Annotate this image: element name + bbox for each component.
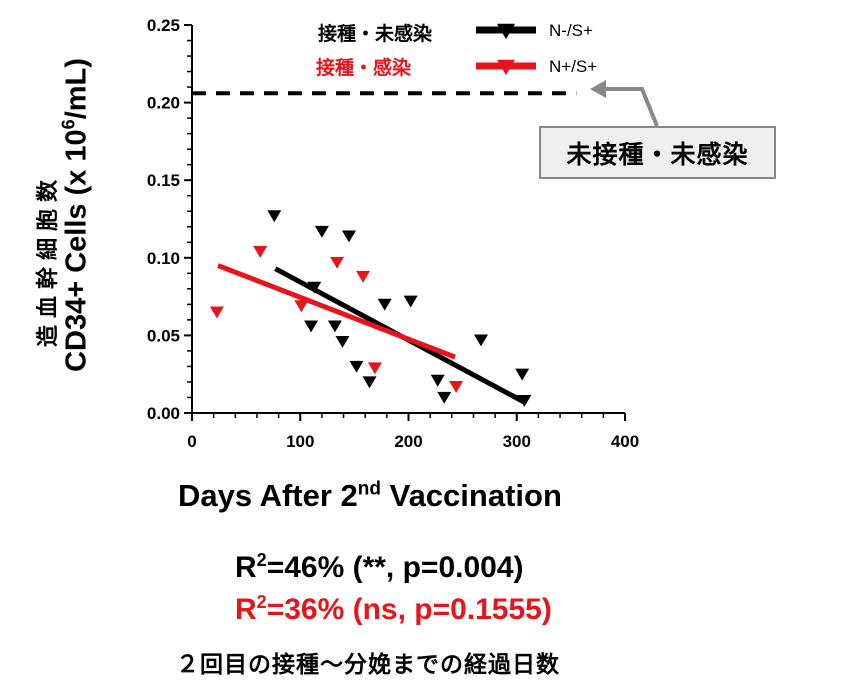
data-point-N-/S+ (403, 295, 418, 308)
data-point-N-/S+ (515, 368, 530, 381)
y-label-end: /mL) (60, 58, 93, 120)
y-tick-label: 0.15 (147, 171, 180, 190)
data-point-N-/S+ (341, 230, 356, 243)
data-point-N-/S+ (335, 336, 350, 348)
legend-marker-N-/S+ (497, 23, 515, 40)
legend-marker-N+/S+ (497, 59, 515, 76)
stat-black: R2=46% (**, p=0.004) (235, 550, 524, 585)
reference-arrowhead (590, 80, 606, 98)
caption: ２回目の接種～分娩までの経過日数 (176, 651, 560, 677)
data-point-N+/S+ (449, 381, 464, 393)
x-label-sup: nd (357, 478, 381, 500)
data-point-N+/S+ (253, 245, 268, 258)
stat-red-r: R (235, 593, 257, 626)
x-tick-label: 300 (503, 432, 531, 451)
x-tick-label: 100 (286, 432, 314, 451)
x-label-end: Vaccination (380, 478, 562, 513)
data-point-N-/S+ (304, 320, 319, 333)
reference-arrow (604, 87, 659, 127)
stat-red-sup: 2 (256, 592, 267, 612)
data-point-N-/S+ (437, 391, 452, 404)
y-label-main: CD34+ Cells (x 10 (60, 129, 93, 372)
data-point-N-/S+ (349, 360, 364, 373)
stat-red: R2=36% (ns, p=0.1555) (235, 592, 552, 627)
stat-red-value: =36% (ns, p=0.1555) (266, 593, 552, 626)
y-tick-label: 0.00 (147, 404, 180, 423)
data-point-N+/S+ (209, 306, 224, 319)
data-point-N-/S+ (430, 374, 445, 387)
data-point-N-/S+ (267, 210, 282, 223)
y-axis-label: CD34+ Cells (x 106/mL) (59, 58, 94, 372)
fit-line-N+/S+ (217, 263, 456, 360)
data-point-N+/S+ (294, 300, 309, 313)
stat-black-r: R (235, 551, 257, 584)
legend-label-jp-black: 接種・未感染 (318, 24, 433, 45)
x-axis-label: Days After 2nd Vaccination (178, 478, 562, 514)
data-point-N+/S+ (330, 256, 345, 269)
legend-label-jp-red: 接種・感染 (316, 58, 412, 79)
y-axis-label-jp: 造血幹細胞数 (35, 172, 60, 348)
x-tick-label: 0 (187, 432, 196, 451)
data-point-N-/S+ (327, 320, 342, 333)
y-tick-label: 0.05 (147, 326, 180, 345)
x-tick-label: 200 (394, 432, 422, 451)
y-tick-label: 0.20 (147, 94, 180, 113)
data-point-N-/S+ (377, 298, 392, 311)
legend-label-black: N-/S+ (549, 21, 593, 40)
data-point-N-/S+ (474, 334, 489, 347)
data-point-N-/S+ (362, 376, 377, 389)
x-label-main: Days After 2 (178, 478, 358, 513)
stat-black-sup: 2 (256, 550, 267, 570)
x-tick-label: 400 (611, 432, 639, 451)
data-point-N+/S+ (356, 270, 371, 283)
y-tick-label: 0.25 (147, 16, 180, 35)
legend-label-red: N+/S+ (549, 57, 598, 76)
data-point-N+/S+ (367, 362, 382, 375)
data-point-N-/S+ (314, 225, 329, 238)
reference-label-box: 未接種・未感染 (539, 126, 776, 179)
stat-black-value: =46% (**, p=0.004) (266, 551, 524, 584)
y-tick-label: 0.10 (147, 249, 180, 268)
y-label-sup: 6 (58, 119, 79, 130)
